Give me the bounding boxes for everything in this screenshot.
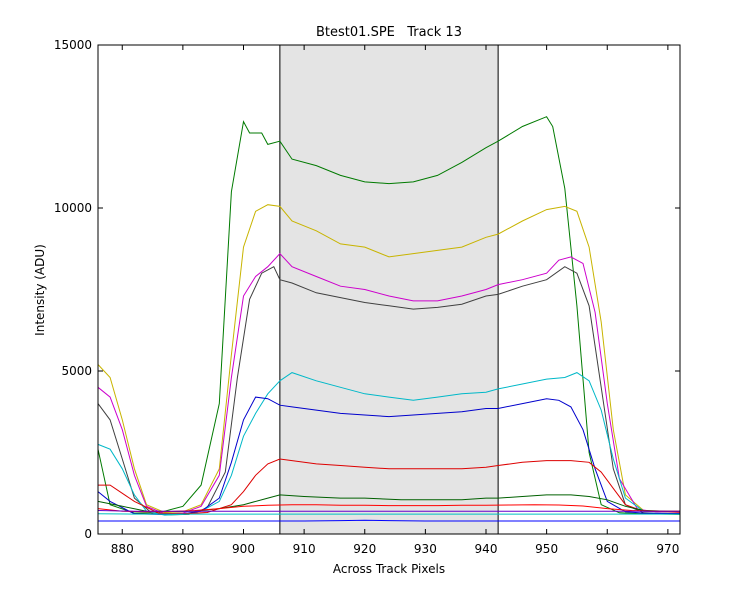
series-group: [97, 116, 681, 522]
x-tick-label: 960: [596, 542, 619, 556]
y-tick-label: 0: [84, 527, 92, 541]
ticks-group: 880 890 900 910 920 930 940 950 960 970 0 5000 10000…: [54, 38, 680, 556]
series-line-7: [98, 458, 681, 515]
series-line-10: [97, 510, 680, 512]
series-line-6: [97, 396, 680, 515]
x-tick-label: 890: [171, 542, 194, 556]
x-tick-label: 930: [414, 542, 437, 556]
x-tick-label: 950: [535, 542, 558, 556]
x-tick-label: 880: [111, 542, 134, 556]
series-line-12: [98, 519, 680, 522]
x-tick-label: 910: [293, 542, 316, 556]
x-tick-label: 940: [475, 542, 498, 556]
series-line-9: [97, 504, 680, 513]
y-tick-label: 10000: [54, 201, 92, 215]
x-tick-label: 970: [656, 542, 679, 556]
x-tick-label: 920: [353, 542, 376, 556]
y-tick-label: 5000: [61, 364, 92, 378]
plot-frame: [97, 44, 681, 535]
series-line-2: [97, 204, 680, 514]
x-axis-label: Across Track Pixels: [333, 562, 445, 576]
series-line-5: [97, 372, 680, 516]
chart-title: Btest01.SPE Track 13: [316, 25, 462, 40]
y-tick-label: 15000: [54, 38, 92, 52]
y-axis-label: Intensity (ADU): [33, 244, 47, 336]
series-line-1: [97, 116, 681, 515]
highlight-region: [279, 45, 499, 534]
x-tick-label: 900: [232, 542, 255, 556]
